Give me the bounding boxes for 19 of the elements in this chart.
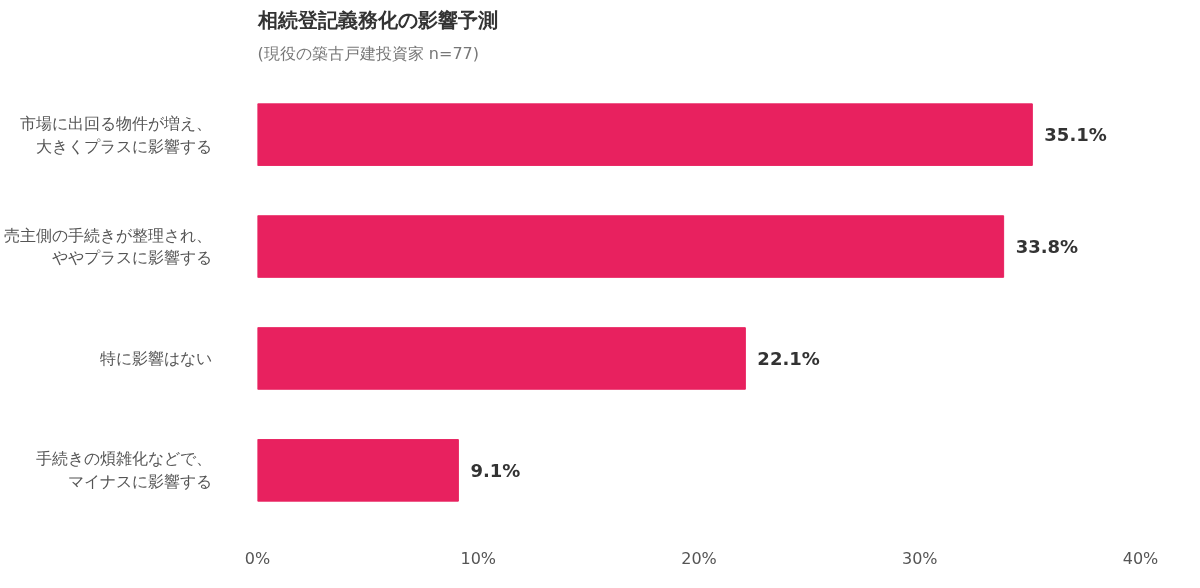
y-tick-label: 特に影響はない xyxy=(99,348,212,368)
bar xyxy=(257,327,746,390)
y-tick-label: 売主側の手続きが整理され、ややプラスに影響する xyxy=(3,225,212,268)
x-tick-label: 20% xyxy=(681,548,717,568)
x-tick-label: 30% xyxy=(901,548,938,568)
data-label: 35.1% xyxy=(1044,124,1107,146)
data-label: 33.8% xyxy=(1015,236,1079,258)
y-tick-label: 手続きの煩雑化などで、マイナスに影響する xyxy=(35,449,212,492)
x-tick-label: 0% xyxy=(244,548,271,568)
data-label: 9.1% xyxy=(470,459,521,481)
x-tick-label: 10% xyxy=(460,548,497,568)
y-tick-label: 市場に出回る物件が増え、大きくプラスに影響する xyxy=(19,113,212,156)
data-label: 22.1% xyxy=(757,347,820,369)
x-tick-label: 40% xyxy=(1122,548,1159,568)
bar xyxy=(257,103,1033,166)
bar xyxy=(257,439,459,502)
bar xyxy=(257,215,1005,278)
chart-title: 相続登記義務化の影響予測 xyxy=(256,7,498,32)
chart-subtitle: (現役の築古戸建投資家 n=77) xyxy=(257,43,479,63)
